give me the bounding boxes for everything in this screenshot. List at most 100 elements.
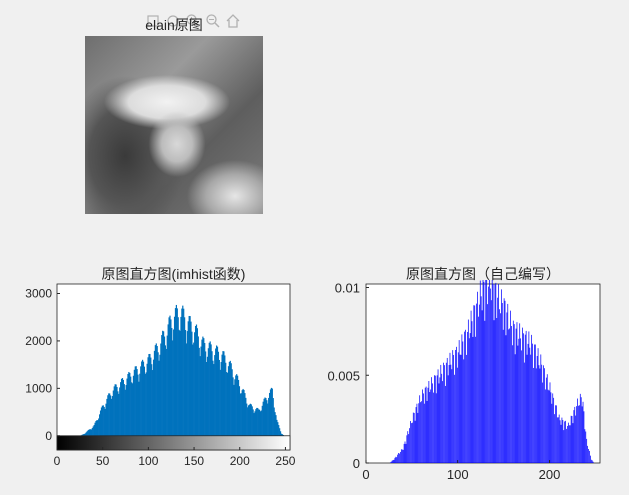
histogram-bar xyxy=(240,393,242,436)
histogram-bar xyxy=(546,374,548,463)
histogram-bar xyxy=(251,406,253,436)
histogram-bar xyxy=(114,384,116,436)
zoom-in-icon[interactable] xyxy=(184,12,202,30)
histogram-bar xyxy=(148,354,150,436)
figure-toolbar-icon[interactable] xyxy=(144,12,162,30)
histogram-bar xyxy=(274,412,276,436)
histogram-bar xyxy=(236,374,238,436)
histogram-bar xyxy=(221,354,223,436)
histogram-bar xyxy=(452,350,454,463)
histogram-bar xyxy=(518,338,520,463)
histogram-bars xyxy=(389,280,594,463)
x-tick-label: 200 xyxy=(230,454,250,468)
histogram-bar xyxy=(238,386,241,436)
histogram-bar xyxy=(91,428,93,436)
histogram-bar xyxy=(131,383,134,436)
histogram-bar xyxy=(136,369,138,436)
histogram-bar xyxy=(239,393,241,436)
histogram-bar xyxy=(245,397,247,436)
histogram-bar xyxy=(270,387,273,436)
histogram-bar xyxy=(480,296,482,463)
histogram-bar xyxy=(256,407,258,436)
histogram-bar xyxy=(590,455,591,463)
histogram-bar xyxy=(532,343,533,463)
histogram-bar xyxy=(487,304,488,463)
histogram-bar xyxy=(590,459,592,463)
histogram-bar xyxy=(250,404,252,436)
figure-toolbar-icon[interactable] xyxy=(164,12,182,30)
histogram-bar xyxy=(507,303,509,463)
histogram-bar xyxy=(484,320,486,463)
histogram-bar xyxy=(97,420,99,436)
histogram-bar xyxy=(404,441,406,463)
histogram-bar xyxy=(418,403,420,463)
histogram-bar xyxy=(171,327,173,436)
histogram-bar xyxy=(439,377,441,463)
histogram-bar xyxy=(408,434,410,463)
histogram-bar xyxy=(406,435,408,463)
histogram-bar xyxy=(273,407,275,436)
histogram-bar xyxy=(215,345,218,436)
histogram-bar xyxy=(449,352,451,463)
histogram-bar xyxy=(501,303,503,463)
histogram-bar xyxy=(194,332,196,436)
histogram-bar xyxy=(491,280,493,463)
histogram-bar xyxy=(159,354,161,436)
histogram-bar xyxy=(427,387,429,463)
histogram-bar xyxy=(493,320,495,463)
histogram-bar xyxy=(436,375,438,463)
histogram-bar xyxy=(253,413,255,436)
histogram-bar xyxy=(203,338,205,436)
histogram-bar xyxy=(545,389,546,463)
histogram-bar xyxy=(141,359,144,436)
histogram-bar xyxy=(120,378,123,436)
histogram-bar xyxy=(106,398,108,436)
histogram-bar xyxy=(443,362,444,463)
histogram-bar xyxy=(563,430,565,463)
home-icon[interactable] xyxy=(224,12,242,30)
imhist-chart: 0 1000 2000 3000 0 50 100 150 200 250 xyxy=(25,283,296,468)
histogram-bar xyxy=(448,365,450,463)
histogram-bar xyxy=(531,334,533,463)
histogram-bar xyxy=(450,364,452,463)
zoom-out-icon[interactable] xyxy=(204,12,222,30)
histogram-bar xyxy=(163,336,166,436)
histogram-bar xyxy=(85,432,87,436)
histogram-bar xyxy=(492,284,494,463)
histogram-bar xyxy=(429,392,431,463)
histogram-bar xyxy=(535,368,537,463)
histogram-bar xyxy=(243,389,245,436)
histogram-bar xyxy=(173,329,175,436)
histogram-bar xyxy=(578,405,579,463)
histogram-bar xyxy=(442,381,443,463)
histogram-bar xyxy=(109,393,111,436)
histogram-bar xyxy=(577,398,578,463)
histogram-bar xyxy=(515,328,517,463)
histogram-bar xyxy=(165,348,167,436)
histogram-bar xyxy=(438,383,440,463)
histogram-bar xyxy=(534,344,535,463)
histogram-bar xyxy=(440,364,442,463)
figure-toolbar xyxy=(144,12,242,30)
histogram-bar xyxy=(261,405,263,436)
histogram-bar xyxy=(548,390,550,463)
histogram-bar xyxy=(464,331,466,463)
histogram-bar xyxy=(483,281,485,463)
histogram-bar xyxy=(575,415,577,463)
histogram-bar xyxy=(447,375,449,463)
histogram-bar xyxy=(500,313,501,463)
histogram-bar xyxy=(128,371,130,436)
histogram-bar xyxy=(178,329,180,436)
y-tick-label: 3000 xyxy=(25,286,52,300)
histogram-bar xyxy=(200,346,202,436)
histogram-bar xyxy=(393,459,395,463)
histogram-bar xyxy=(226,372,229,436)
histogram-bar xyxy=(88,429,90,436)
histogram-bar xyxy=(514,354,516,463)
histogram-bar xyxy=(498,284,499,463)
histogram-bar xyxy=(420,402,421,463)
histogram-bar xyxy=(199,356,201,436)
histogram-bar xyxy=(511,326,512,463)
histogram-bar xyxy=(411,423,412,463)
x-tick-label: 100 xyxy=(138,454,158,468)
